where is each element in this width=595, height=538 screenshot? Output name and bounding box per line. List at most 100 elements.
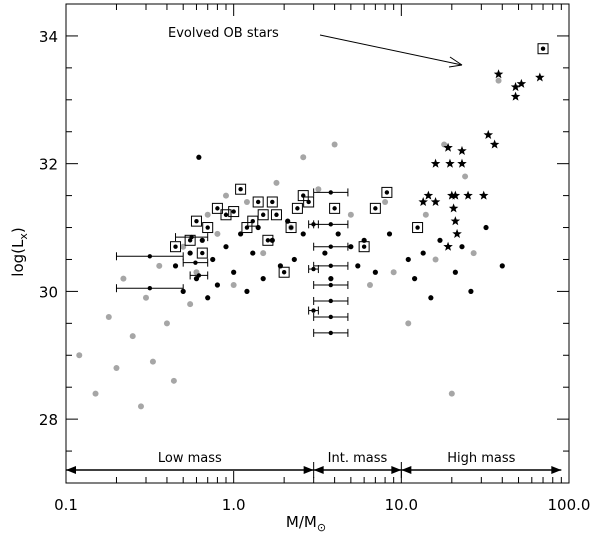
boxed-data-point — [238, 187, 243, 192]
region-arrow-left — [66, 466, 76, 474]
boxed-point-frame — [247, 215, 259, 227]
black-data-point — [322, 250, 328, 256]
y-tick-label: 34 — [39, 28, 58, 46]
star-data-point — [430, 196, 441, 207]
boxed-data-point — [384, 190, 390, 195]
boxed-point-frame — [241, 222, 253, 234]
tick-labels: 0.1 1.0 10.0 100.0 28 30 32 34 — [39, 28, 591, 514]
region-label: Low mass — [158, 451, 222, 466]
limit-point — [328, 282, 333, 288]
gray-data-point — [260, 250, 267, 257]
black-data-point — [260, 276, 266, 282]
boxed-point-frame — [235, 183, 247, 195]
black-data-point — [193, 276, 200, 282]
boxed-point-frame — [220, 209, 232, 221]
boxed-data-point — [250, 218, 255, 224]
boxed-point-frame — [270, 209, 282, 221]
gray-data-point — [163, 320, 170, 327]
limit-point — [147, 286, 153, 291]
gray-data-point — [214, 230, 221, 237]
star-data-point — [430, 158, 441, 168]
black-data-point — [300, 231, 306, 237]
star-data-point — [450, 216, 461, 226]
boxed-point-frame — [190, 215, 202, 227]
star-data-point — [463, 190, 473, 200]
gray-data-point — [120, 275, 127, 282]
gray-data-point — [156, 262, 163, 269]
star-data-point — [452, 228, 462, 238]
boxed-data-point — [270, 199, 275, 205]
black-data-point — [335, 231, 341, 237]
gray-data-point — [142, 294, 149, 301]
x-tick-label: 100.0 — [548, 496, 591, 514]
boxed-data-point — [173, 244, 178, 249]
annotation-arrow — [319, 34, 463, 66]
region-arrow-right — [551, 466, 562, 474]
black-data-point — [348, 244, 354, 250]
limit-point — [196, 273, 202, 278]
y-tick-label: 32 — [39, 156, 58, 174]
x-axis-label: M/M⊙ — [286, 513, 326, 534]
boxed-data-point — [281, 270, 287, 275]
limit-point — [328, 244, 333, 249]
gray-data-point — [137, 403, 144, 410]
gray-data-point — [366, 282, 373, 289]
black-data-point — [269, 237, 275, 243]
gray-data-point — [92, 390, 99, 397]
star-data-point — [510, 82, 521, 92]
black-data-point — [405, 256, 411, 263]
y-tick-label: 30 — [39, 283, 58, 301]
boxed-data-point — [288, 225, 294, 230]
limit-point — [328, 190, 333, 195]
black-data-point — [214, 282, 221, 288]
gray-data-point — [129, 333, 136, 340]
black-data-point — [452, 269, 458, 275]
star-data-point — [443, 142, 453, 152]
boxed-point-frame — [202, 222, 214, 234]
star-data-point — [516, 78, 527, 88]
x-tick-label: 1.0 — [222, 496, 246, 514]
gray-data-point — [448, 390, 455, 397]
black-data-point — [483, 224, 489, 231]
black-data-point — [205, 295, 211, 301]
x-tick-label: 0.1 — [54, 496, 78, 514]
gray-data-point — [105, 313, 112, 320]
region-label: High mass — [447, 451, 515, 466]
boxed-data-point — [274, 212, 279, 217]
black-data-point — [187, 250, 193, 256]
black-data-point — [328, 276, 334, 282]
boxed-point-frame — [381, 186, 393, 198]
boxed-point-frame — [252, 196, 264, 208]
star-data-point — [535, 72, 545, 82]
gray-data-point — [422, 211, 429, 218]
black-data-point — [291, 256, 297, 263]
boxed-point-frame — [329, 202, 341, 214]
gray-data-point — [390, 269, 397, 276]
boxed-point-frame — [170, 241, 182, 253]
star-data-point — [510, 91, 521, 101]
star-series — [418, 69, 545, 251]
boxed-point-frame — [303, 196, 315, 208]
boxed-data-point — [332, 206, 337, 211]
gray-data-point — [187, 301, 194, 308]
limit-point — [328, 330, 333, 336]
boxed-point-frame — [369, 202, 381, 214]
star-data-point — [423, 190, 434, 200]
plot-frame — [65, 3, 570, 484]
boxed-data-point — [295, 206, 300, 211]
boxed-point-frame — [211, 202, 223, 214]
gray-data-point — [347, 211, 354, 218]
upper-limit-series — [115, 188, 349, 337]
gray-data-point — [300, 154, 307, 161]
boxed-point-frame — [291, 202, 303, 214]
star-data-point — [418, 196, 428, 207]
boxed-data-point — [260, 212, 266, 217]
mass-regions: Low mass Int. mass High mass — [66, 451, 562, 478]
boxed-point-series — [170, 43, 549, 278]
y-tick-label: 28 — [39, 411, 58, 429]
boxed-point-frame — [285, 222, 297, 234]
region-arrow-left — [313, 466, 324, 474]
gray-point-series — [76, 77, 502, 410]
gray-data-point — [273, 179, 280, 186]
boxed-data-point — [205, 225, 210, 230]
